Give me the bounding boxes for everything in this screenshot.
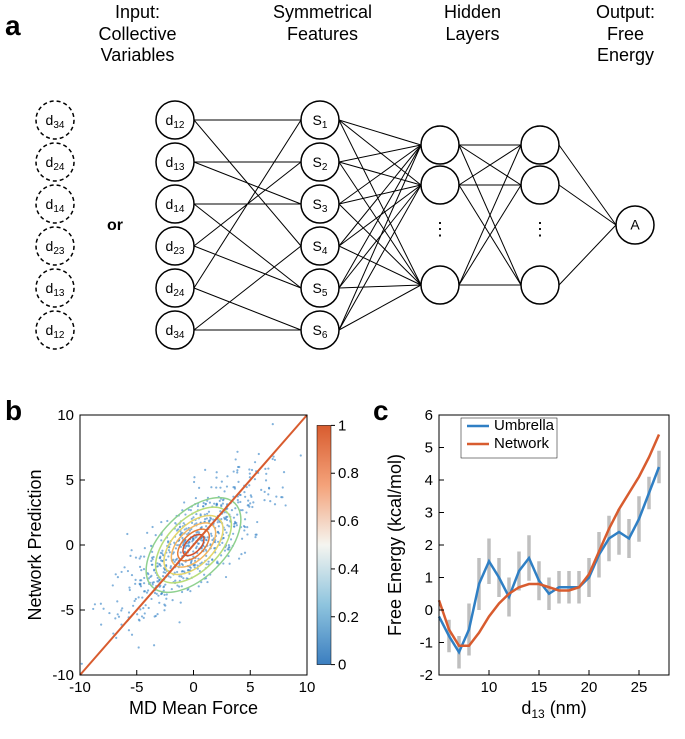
svg-text:0.2: 0.2 [338, 609, 359, 626]
svg-text:2: 2 [425, 537, 433, 554]
svg-text:10: 10 [481, 679, 498, 696]
nn-node [521, 266, 559, 304]
diagonal [80, 415, 307, 675]
svg-text:-2: -2 [420, 667, 433, 684]
svg-text:0.4: 0.4 [338, 561, 359, 578]
xlabel: d13 (nm) [521, 698, 586, 720]
svg-text:5: 5 [425, 440, 433, 457]
svg-text:0: 0 [425, 602, 433, 619]
line-plot: 10 15 20 25 -2 -1 0 1 2 3 4 5 6 d13 (nm) Free Energy (… [385, 405, 675, 720]
ylabel: Free Energy (kcal/mol) [385, 454, 405, 636]
svg-text:5: 5 [66, 472, 74, 489]
svg-text:6: 6 [425, 407, 433, 424]
svg-text:-10: -10 [52, 667, 74, 684]
nn-node [521, 126, 559, 164]
nn-node [421, 126, 459, 164]
svg-text:15: 15 [531, 679, 548, 696]
xlabel: MD Mean Force [129, 698, 258, 718]
svg-text:4: 4 [425, 472, 433, 489]
svg-text:0: 0 [338, 657, 346, 674]
svg-text:10: 10 [57, 407, 74, 424]
series-umbrella [439, 467, 659, 652]
svg-text:-1: -1 [420, 635, 433, 652]
or-text: or [107, 217, 123, 234]
svg-text:⋮: ⋮ [431, 219, 449, 239]
svg-text:-5: -5 [61, 602, 74, 619]
svg-text:5: 5 [246, 679, 254, 696]
panel-b-label: b [5, 395, 22, 427]
svg-text:3: 3 [425, 505, 433, 522]
svg-text:1: 1 [338, 417, 346, 434]
nn-node [421, 166, 459, 204]
legend-item: Network [494, 435, 550, 452]
network-diagram: d34d24d14d23d13d12ord12d13d14d23d24d34S1… [0, 20, 670, 360]
svg-text:1: 1 [425, 570, 433, 587]
svg-text:A: A [630, 217, 640, 233]
svg-text:10: 10 [299, 679, 316, 696]
svg-text:25: 25 [631, 679, 648, 696]
nn-node [421, 266, 459, 304]
colorbar [317, 425, 331, 664]
svg-text:20: 20 [581, 679, 598, 696]
svg-text:0.6: 0.6 [338, 513, 359, 530]
svg-text:0: 0 [66, 537, 74, 554]
legend-item: Umbrella [494, 417, 555, 434]
svg-text:⋮: ⋮ [531, 219, 549, 239]
ylabel: Network Prediction [25, 469, 45, 620]
nn-node [521, 166, 559, 204]
scatter-plot: -10-50510-10-50510MD Mean ForceNetwork P… [25, 405, 365, 720]
svg-text:-5: -5 [130, 679, 143, 696]
svg-text:0: 0 [189, 679, 197, 696]
svg-text:0.8: 0.8 [338, 465, 359, 482]
